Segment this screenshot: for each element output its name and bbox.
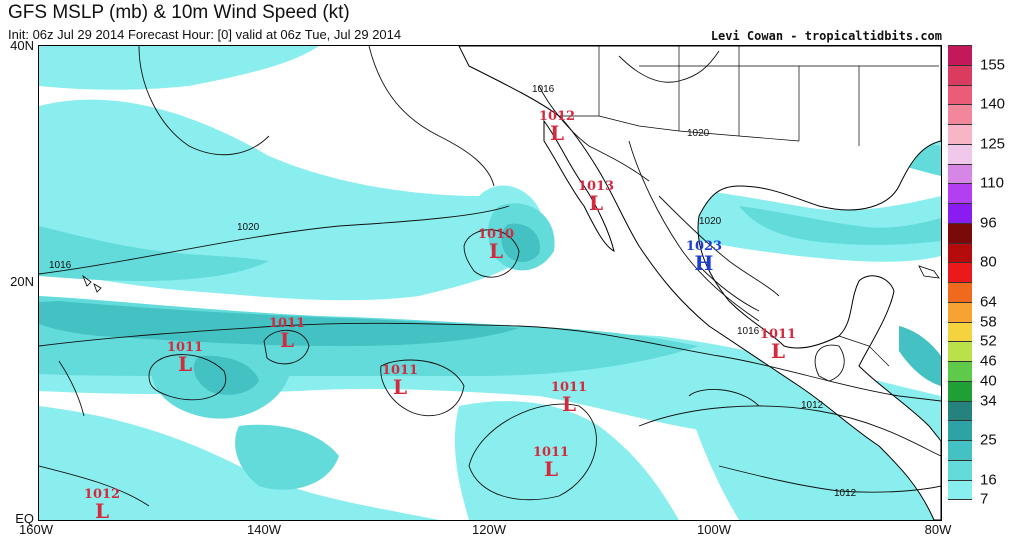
colorbar-tick-label: 25 <box>980 431 997 449</box>
pressure-letter: L <box>561 392 577 416</box>
pressure-letter: L <box>488 239 504 263</box>
pressure-value: 1011 <box>550 380 588 395</box>
lon-label-100w: 100W <box>697 522 731 537</box>
lon-label-140w: 140W <box>247 522 281 537</box>
lat-label-40n: 40N <box>10 38 34 53</box>
colorbar-cell <box>948 64 972 85</box>
colorbar-cell <box>948 361 972 382</box>
colorbar-cell <box>948 262 972 283</box>
low-pressure-marker: 1011 L <box>551 381 587 414</box>
colorbar-cell <box>948 321 972 342</box>
colorbar-tick-label: 140 <box>980 95 1006 113</box>
isobar-label: 1016 <box>532 84 555 95</box>
colorbar-tick-label: 52 <box>980 332 997 350</box>
low-pressure-marker: 1010 L <box>478 228 514 261</box>
colorbar-cell <box>948 380 972 401</box>
colorbar-tick-label: 34 <box>980 392 997 409</box>
colorbar-tick-label: 46 <box>980 352 997 370</box>
low-pressure-marker: 1013 L <box>578 180 614 213</box>
pressure-letter: L <box>94 499 110 523</box>
pressure-letter: L <box>392 375 408 399</box>
lat-label-eq: EQ <box>15 511 34 526</box>
isobar-label: 1020 <box>699 216 722 227</box>
map-subtitle: Init: 06z Jul 29 2014 Forecast Hour: [0]… <box>8 27 402 42</box>
pressure-letter: L <box>177 352 193 376</box>
colorbar-cell <box>948 183 972 204</box>
colorbar-cell <box>948 203 972 224</box>
pressure-letter: L <box>588 191 604 215</box>
pressure-letter: L <box>543 457 559 481</box>
pressure-letter: L <box>279 328 295 352</box>
credit-text: Levi Cowan - tropicaltidbits.com <box>710 29 942 43</box>
isobar-label: 1012 <box>801 400 824 411</box>
colorbar-cell <box>948 301 972 322</box>
high-pressure-marker: 1023 H <box>686 240 722 273</box>
pressure-value: 1023 <box>685 239 723 254</box>
pressure-value: 1011 <box>532 445 570 460</box>
isobar-label: 1016 <box>49 260 72 271</box>
map-title: GFS MSLP (mb) & 10m Wind Speed (kt) <box>8 2 350 23</box>
colorbar-cell <box>948 400 972 421</box>
lat-label-20n: 20N <box>10 274 34 289</box>
isobar-label: 1016 <box>737 326 760 337</box>
colorbar-tick-label: 155 <box>980 56 1006 74</box>
colorbar-cell <box>948 479 972 500</box>
colorbar-cell <box>948 143 972 164</box>
pressure-value: 1012 <box>83 487 121 502</box>
colorbar-tick-label: 110 <box>980 174 1004 192</box>
pressure-value: 1011 <box>381 363 419 378</box>
colorbar-cell <box>948 440 972 461</box>
colorbar-cell <box>948 499 972 520</box>
isobar-label: 1012 <box>834 488 857 499</box>
pressure-letter: L <box>549 121 565 145</box>
low-pressure-marker: 1011 L <box>167 341 203 374</box>
colorbar-tick-label: 96 <box>980 214 997 232</box>
low-pressure-marker: 1011 L <box>760 328 796 361</box>
colorbar-cell <box>948 242 972 263</box>
colorbar-tick-label: 7 <box>980 490 989 508</box>
pressure-value: 1010 <box>477 227 515 242</box>
colorbar-cell <box>948 104 972 125</box>
low-pressure-marker: 1011 L <box>533 446 569 479</box>
colorbar-tick-label: 40 <box>980 372 997 390</box>
colorbar-cell <box>948 124 972 145</box>
low-pressure-marker: 1012 L <box>539 110 575 143</box>
lon-label-160w: 160W <box>19 522 53 537</box>
map-panel: 1016 1020 1016 1020 1016 1012 1012 1020 <box>38 45 942 521</box>
colorbar-cell <box>948 163 972 184</box>
colorbar-cell <box>948 459 972 480</box>
colorbar-tick-label: 16 <box>980 471 997 488</box>
colorbar-cell <box>948 45 972 66</box>
low-pressure-marker: 1012 L <box>84 488 120 521</box>
pressure-value: 1011 <box>166 340 204 355</box>
pressure-value: 1012 <box>538 109 576 124</box>
pressure-letter: H <box>694 251 714 275</box>
lon-label-80w: 80W <box>924 522 952 537</box>
low-pressure-marker: 1011 L <box>382 364 418 397</box>
low-pressure-marker: 1011 L <box>269 317 305 350</box>
colorbar-tick-label: 80 <box>980 253 997 271</box>
pressure-value: 1013 <box>577 179 615 194</box>
lon-label-120w: 120W <box>472 522 506 537</box>
colorbar-cell <box>948 341 972 362</box>
pressure-value: 1011 <box>759 327 797 342</box>
colorbar-tick-label: 125 <box>980 135 1006 153</box>
colorbar-cell <box>948 420 972 441</box>
isobar-label: 1020 <box>237 222 260 233</box>
colorbar-cell <box>948 84 972 105</box>
pressure-value: 1011 <box>268 316 306 331</box>
wind-speed-field <box>39 46 941 520</box>
isobar-label: 1020 <box>687 128 710 139</box>
colorbar-tick-label: 58 <box>980 313 997 330</box>
colorbar-tick-label: 64 <box>980 293 997 311</box>
colorbar-cell <box>948 222 972 243</box>
colorbar-cell <box>948 282 972 303</box>
pressure-letter: L <box>770 339 786 363</box>
